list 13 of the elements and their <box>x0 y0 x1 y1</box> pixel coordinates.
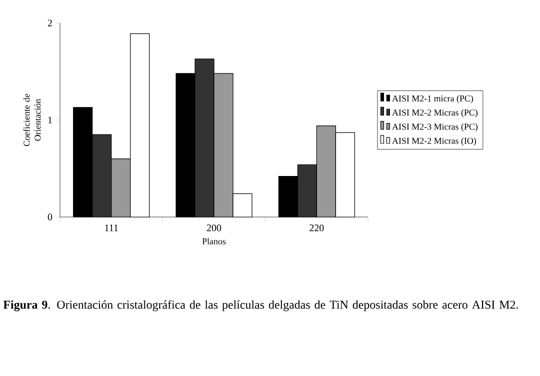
y-axis-title: Coeficiente de Orientación <box>23 94 41 146</box>
legend-label: AISI M2-2 Micras (PC) <box>392 109 478 118</box>
legend-label: AISI M2-2 Micras (IO) <box>392 138 476 146</box>
x-tick-label: 200 <box>206 224 222 232</box>
y-tick-label: 1 <box>48 116 52 124</box>
x-tick-label: 220 <box>310 224 324 232</box>
legend-label: AISI M2-3 Micras (PC) <box>392 123 478 132</box>
x-tick-label: 111 <box>105 224 118 232</box>
text: Figura 9. Orientación cristalográfica de las películas delgadas de TiN depositadas sobre acero AISI M2. <box>3 300 518 312</box>
y-tick-label: 0 <box>48 214 52 220</box>
x-axis-title: Planos <box>202 238 226 244</box>
y-tick-label: 2 <box>48 20 52 26</box>
legend-label: AISI M2-1 micra (PC) <box>392 95 474 104</box>
